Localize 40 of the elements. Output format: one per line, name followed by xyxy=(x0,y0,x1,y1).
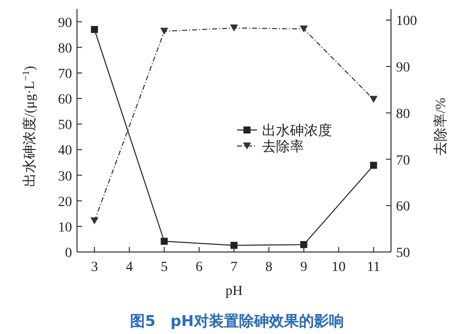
text: 图5 pH对装置除砷效果的影响 xyxy=(130,312,344,330)
point xyxy=(300,241,308,248)
y-tick-label: 70 xyxy=(58,66,72,82)
y2-tick-label: 60 xyxy=(396,200,410,215)
y-tick-label: 60 xyxy=(58,92,72,108)
y-tick-label: 20 xyxy=(58,194,72,210)
x-tick-label: 7 xyxy=(230,260,238,275)
point xyxy=(370,96,378,103)
x-tick-label: 5 xyxy=(160,260,168,275)
point xyxy=(230,24,238,32)
y2-tick-label: 70 xyxy=(396,153,410,168)
y2-tick-label: 80 xyxy=(396,106,410,122)
y2-tick-label: 90 xyxy=(396,60,410,76)
point xyxy=(370,162,378,169)
y-tick-label: 0 xyxy=(65,246,72,261)
point xyxy=(300,25,308,32)
y-tick-label: 50 xyxy=(58,118,72,134)
x-tick-label: 9 xyxy=(300,260,308,275)
point xyxy=(230,242,238,249)
x-tick-label: 3 xyxy=(90,260,98,275)
x-tick-label: 8 xyxy=(265,260,272,275)
y-tick-label: 90 xyxy=(58,16,72,31)
point xyxy=(90,26,98,33)
point xyxy=(160,238,168,245)
y-tick-label: 30 xyxy=(58,169,72,184)
y2-axis-title: 去除率/% xyxy=(433,97,449,156)
x-tick-label: 10 xyxy=(332,260,346,275)
legend-label: 去除率 xyxy=(262,139,304,155)
y-tick-label: 40 xyxy=(58,144,72,159)
y2-tick-label: 50 xyxy=(396,246,410,261)
legend-label: 出水砷浓度 xyxy=(262,123,332,139)
point xyxy=(90,217,98,224)
x-tick-label: 4 xyxy=(126,260,133,275)
x-tick-label: 6 xyxy=(196,260,203,275)
x-axis-title: pH xyxy=(225,284,243,299)
y2-tick-label: 100 xyxy=(396,14,417,30)
point xyxy=(160,28,168,35)
x-tick-label: 11 xyxy=(366,260,380,275)
y-tick-label: 80 xyxy=(58,41,72,56)
y-tick-label: 10 xyxy=(58,220,72,236)
